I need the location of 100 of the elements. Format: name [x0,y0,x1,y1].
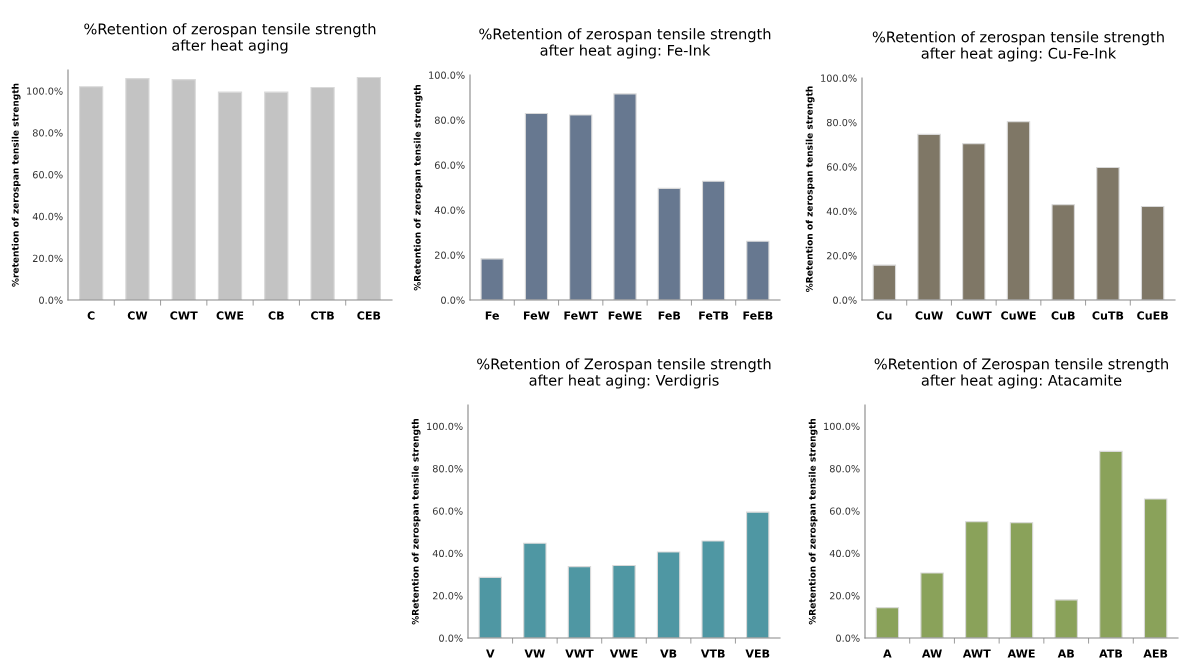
y-tick-label: 40.0% [432,549,463,558]
chart-title: %Retention of zerospan tensile strength after heat aging: Fe-Ink [479,28,771,59]
bar [125,78,150,300]
y-tick-label: 0.0% [439,634,463,642]
x-tick-label: CW [127,311,148,320]
bar [1096,166,1120,300]
bar [524,112,549,300]
x-tick-label: AW [921,649,942,658]
x-tick-label: ATB [1099,649,1123,658]
x-tick-label: CB [268,311,284,320]
y-tick-label: 80.0% [434,116,465,124]
bar [478,576,502,638]
y-axis-title: %Retention of zerospan tensile strength [413,84,423,291]
x-tick-label: FeWT [564,311,598,320]
y-tick-label: 0.0% [441,296,465,304]
y-tick-label: 20.0% [829,592,860,600]
x-tick-label: CuTB [1092,311,1124,320]
bar [613,93,637,300]
y-tick-label: 0.0% [39,296,63,304]
x-tick-label: VWT [565,649,594,658]
x-tick-label: CuWE [1001,311,1036,320]
bar [875,607,900,638]
bar [656,551,681,638]
y-axis-title: %Retention of zerospan tensile strength [808,418,818,625]
bar [701,180,726,300]
x-tick-label: A [883,649,892,658]
bar [567,566,592,638]
y-tick-label: 80.0% [826,118,857,127]
x-tick-label: FeTB [699,311,729,320]
bar [1006,121,1031,300]
y-tick-label: 20.0% [432,592,463,600]
bar [917,133,941,300]
x-tick-label: CuEB [1137,311,1168,320]
chart-title: %Retention of zerospan tensile strength after heat aging: Cu-Fe-Ink [872,31,1164,62]
bar [920,572,944,638]
y-axis-title: %Retention of zerospan tensile strength [805,86,815,292]
y-tick-label: 100.0% [427,422,463,431]
bar [872,264,897,300]
y-tick-label: 20.0% [826,252,857,260]
bar [657,187,681,300]
y-tick-label: 80.0% [432,465,463,473]
bar [217,91,243,300]
x-tick-label: FeWE [608,311,642,320]
bar [79,86,104,300]
y-tick-label: 20.0% [434,251,465,259]
bar [612,565,636,638]
bar [1143,498,1168,638]
x-tick-label: CuB [1051,311,1075,320]
y-tick-label: 100.0% [824,422,860,431]
bar [1051,204,1075,300]
y-tick-label: 60.0% [829,507,860,515]
y-tick-label: 0.0% [833,296,857,304]
chart-title: %Retention of Zerospan tensile strength after heat aging: Atacamite [874,358,1168,389]
x-tick-label: CuW [915,311,943,320]
bar [1054,599,1078,638]
x-tick-label: VB [660,649,677,658]
bar [1009,522,1034,638]
bar [746,240,770,300]
x-tick-label: CWE [216,311,244,320]
bar [569,114,593,300]
x-tick-label: FeB [658,311,681,320]
y-tick-label: 80.0% [32,129,63,137]
bar [310,87,335,300]
y-tick-label: 60.0% [434,161,465,169]
x-tick-label: VTB [700,649,725,658]
x-tick-label: CuWT [956,311,992,320]
bar [746,511,770,638]
x-tick-label: AEB [1143,649,1168,658]
x-tick-label: VW [524,649,545,658]
x-tick-label: Fe [485,311,499,320]
x-tick-label: CTB [311,311,334,320]
x-tick-label: V [486,649,495,658]
x-tick-label: Cu [876,311,892,320]
x-tick-label: CWT [170,311,198,320]
bar [523,542,547,638]
x-tick-label: VEB [745,649,770,658]
y-tick-label: 60.0% [432,507,463,515]
x-tick-label: C [87,311,95,320]
bar [1099,450,1123,638]
y-tick-label: 40.0% [32,212,63,221]
y-tick-label: 40.0% [434,206,465,214]
x-tick-label: AWT [962,649,991,658]
y-tick-label: 60.0% [32,171,63,179]
y-tick-label: 100.0% [821,74,857,82]
y-tick-label: 60.0% [826,163,857,171]
chart-title: %Retention of Zerospan tensile strength after heat aging: Verdigris [477,358,771,389]
bar [264,91,289,300]
y-tick-label: 40.0% [829,549,860,558]
bar [701,540,725,638]
bar [171,79,196,300]
bar [1140,205,1165,300]
bar [962,143,986,300]
y-axis-title: %Retention of zerospan tensile strength [411,418,421,625]
y-tick-label: 20.0% [32,254,63,263]
y-tick-label: 100.0% [429,71,465,79]
x-tick-label: CEB [357,311,381,320]
y-tick-label: 80.0% [829,465,860,473]
y-tick-label: 0.0% [836,634,860,642]
y-tick-label: 100.0% [27,87,63,95]
x-tick-label: FeW [523,311,550,320]
